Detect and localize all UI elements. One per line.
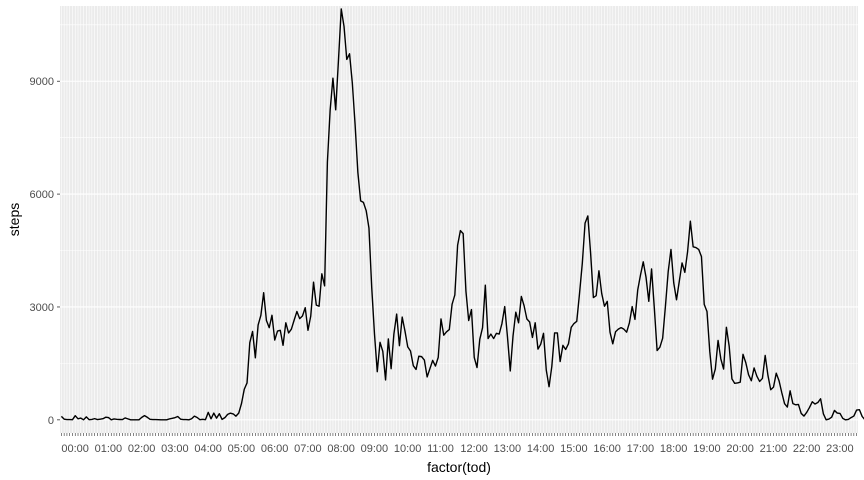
x-tick-label: 10:00 bbox=[394, 443, 422, 455]
x-tick-label: 16:00 bbox=[593, 443, 621, 455]
x-tick-label: 15:00 bbox=[560, 443, 588, 455]
x-tick-label: 17:00 bbox=[627, 443, 655, 455]
x-tick-label: 18:00 bbox=[660, 443, 688, 455]
x-tick-label: 13:00 bbox=[494, 443, 522, 455]
y-tick-label: 0 bbox=[48, 415, 54, 427]
y-axis: 0 3000 6000 9000 bbox=[30, 76, 60, 427]
x-tick-label: 21:00 bbox=[760, 443, 788, 455]
x-tick-label: 19:00 bbox=[693, 443, 721, 455]
y-tick-label: 6000 bbox=[30, 189, 54, 201]
grid-lines bbox=[60, 6, 858, 433]
x-tick-label: 20:00 bbox=[726, 443, 754, 455]
x-tick-label: 05:00 bbox=[228, 443, 256, 455]
x-tick-label: 03:00 bbox=[161, 443, 189, 455]
x-tick-label: 23:00 bbox=[826, 443, 854, 455]
x-tick-label: 12:00 bbox=[460, 443, 488, 455]
plot-panel bbox=[60, 6, 858, 433]
x-tick-label: 09:00 bbox=[361, 443, 389, 455]
x-axis: 00:00 01:00 02:00 03:00 04:00 05:00 06:00 07:00… bbox=[61, 433, 857, 455]
x-tick-label: 06:00 bbox=[261, 443, 289, 455]
x-tick-label: 04:00 bbox=[194, 443, 222, 455]
x-tick-label: 22:00 bbox=[793, 443, 821, 455]
y-tick-label: 3000 bbox=[30, 302, 54, 314]
x-tick-label: 08:00 bbox=[327, 443, 355, 455]
x-tick-label: 02:00 bbox=[128, 443, 156, 455]
y-axis-title: steps bbox=[6, 203, 22, 236]
x-tick-label: 07:00 bbox=[294, 443, 322, 455]
x-axis-title: factor(tod) bbox=[427, 459, 491, 475]
x-tick-label: 00:00 bbox=[61, 443, 89, 455]
series-line-steps bbox=[60, 8, 864, 421]
y-tick-label: 9000 bbox=[30, 76, 54, 88]
x-tick-label: 11:00 bbox=[427, 443, 454, 455]
x-tick-label: 01:00 bbox=[95, 443, 123, 455]
x-tick-label: 14:00 bbox=[527, 443, 555, 455]
